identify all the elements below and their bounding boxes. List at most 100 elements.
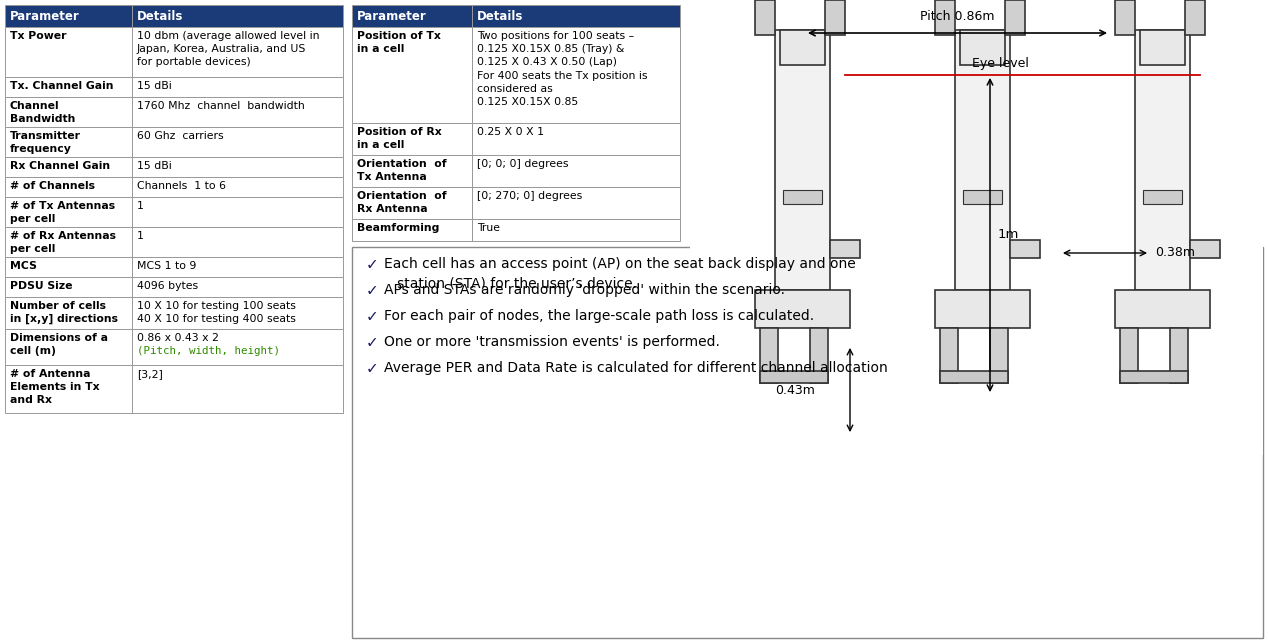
Bar — [353, 27, 472, 123]
Bar — [5, 77, 132, 97]
Text: [3,2]: [3,2] — [137, 369, 162, 379]
Text: MCS 1 to 9: MCS 1 to 9 — [137, 261, 197, 271]
Text: 0.86 x 0.43 x 2: 0.86 x 0.43 x 2 — [137, 333, 218, 343]
Text: APs and STAs are randomly 'dropped' within the scenario.: APs and STAs are randomly 'dropped' with… — [384, 283, 785, 297]
Text: Rx Channel Gain: Rx Channel Gain — [10, 161, 110, 171]
Text: # of Antenna
Elements in Tx
and Rx: # of Antenna Elements in Tx and Rx — [10, 369, 100, 405]
Text: 10 X 10 for testing 100 seats
40 X 10 for testing 400 seats: 10 X 10 for testing 100 seats 40 X 10 fo… — [137, 301, 295, 324]
Text: Channel
Bandwidth: Channel Bandwidth — [10, 101, 75, 124]
FancyBboxPatch shape — [831, 240, 860, 258]
Bar — [353, 5, 472, 27]
Bar — [132, 5, 344, 27]
Text: # of Tx Antennas
per cell: # of Tx Antennas per cell — [10, 201, 115, 224]
Text: 0.43m: 0.43m — [775, 383, 815, 397]
Bar — [1120, 328, 1137, 383]
Bar — [353, 155, 472, 187]
Bar — [1186, 0, 1205, 35]
Bar — [132, 297, 344, 329]
Text: Tx. Channel Gain: Tx. Channel Gain — [10, 81, 114, 91]
Bar — [5, 227, 132, 257]
Bar — [472, 187, 680, 219]
Bar — [132, 97, 344, 127]
Text: 1: 1 — [137, 201, 143, 211]
Bar — [132, 177, 344, 197]
Text: Parameter: Parameter — [10, 10, 80, 23]
FancyBboxPatch shape — [955, 30, 1011, 290]
Text: 0.25 X 0 X 1: 0.25 X 0 X 1 — [477, 127, 544, 137]
Bar — [5, 127, 132, 157]
Bar — [1142, 190, 1182, 204]
Text: 4096 bytes: 4096 bytes — [137, 281, 198, 291]
Text: Average PER and Data Rate is calculated for different channel allocation: Average PER and Data Rate is calculated … — [384, 361, 888, 375]
Bar — [5, 329, 132, 365]
Text: 1m: 1m — [998, 228, 1019, 242]
Bar — [5, 157, 132, 177]
Text: ✓: ✓ — [366, 283, 379, 298]
Text: # of Rx Antennas
per cell: # of Rx Antennas per cell — [10, 231, 115, 254]
Bar — [935, 0, 955, 35]
Bar — [5, 365, 132, 413]
Text: ✓: ✓ — [366, 335, 379, 350]
Bar — [353, 123, 472, 155]
Text: [0; 0; 0] degrees: [0; 0; 0] degrees — [477, 159, 568, 169]
Text: Channels  1 to 6: Channels 1 to 6 — [137, 181, 226, 191]
Bar — [132, 329, 344, 365]
Bar — [810, 328, 828, 383]
FancyBboxPatch shape — [1135, 30, 1189, 290]
FancyBboxPatch shape — [754, 290, 850, 328]
Text: (Pitch, width, height): (Pitch, width, height) — [137, 346, 280, 356]
Text: Position of Tx
in a cell: Position of Tx in a cell — [358, 31, 441, 54]
Bar — [990, 328, 1008, 383]
Bar — [5, 257, 132, 277]
Bar — [132, 77, 344, 97]
Bar — [132, 227, 344, 257]
FancyBboxPatch shape — [780, 30, 825, 65]
Bar — [132, 365, 344, 413]
Bar — [5, 97, 132, 127]
Text: ✓: ✓ — [366, 309, 379, 324]
FancyBboxPatch shape — [1189, 240, 1220, 258]
Text: Dimensions of a
cell (m): Dimensions of a cell (m) — [10, 333, 108, 356]
Bar — [132, 257, 344, 277]
Text: [0; 270; 0] degrees: [0; 270; 0] degrees — [477, 191, 582, 201]
Bar — [353, 247, 1263, 638]
Text: 15 dBi: 15 dBi — [137, 81, 171, 91]
Bar — [1006, 0, 1025, 35]
FancyBboxPatch shape — [1140, 30, 1186, 65]
Bar — [472, 219, 680, 241]
Bar — [132, 127, 344, 157]
Text: Number of cells
in [x,y] directions: Number of cells in [x,y] directions — [10, 301, 118, 325]
Bar — [132, 27, 344, 77]
FancyBboxPatch shape — [1011, 240, 1040, 258]
Bar — [760, 328, 779, 383]
Text: ✓: ✓ — [366, 257, 379, 272]
Text: Eye level: Eye level — [971, 57, 1028, 70]
Text: 10 dbm (average allowed level in
Japan, Korea, Australia, and US
for portable de: 10 dbm (average allowed level in Japan, … — [137, 31, 320, 68]
Bar — [1115, 0, 1135, 35]
Bar — [5, 277, 132, 297]
Bar — [825, 0, 844, 35]
Text: Each cell has an access point (AP) on the seat back display and one
   station (: Each cell has an access point (AP) on th… — [384, 257, 856, 291]
Text: Parameter: Parameter — [358, 10, 427, 23]
Bar — [5, 177, 132, 197]
Bar — [962, 190, 1002, 204]
Bar — [5, 27, 132, 77]
Bar — [472, 5, 680, 27]
Bar — [5, 197, 132, 227]
Bar — [760, 371, 828, 383]
Text: Position of Rx
in a cell: Position of Rx in a cell — [358, 127, 441, 150]
Bar — [1120, 371, 1188, 383]
Bar — [690, 5, 1263, 455]
Bar — [132, 157, 344, 177]
Bar — [132, 197, 344, 227]
Text: Transmitter
frequency: Transmitter frequency — [10, 131, 81, 154]
Bar — [5, 297, 132, 329]
Bar — [353, 219, 472, 241]
Text: Details: Details — [477, 10, 524, 23]
Bar — [353, 187, 472, 219]
Bar — [132, 277, 344, 297]
Text: 0.38m: 0.38m — [1155, 246, 1194, 260]
Text: # of Channels: # of Channels — [10, 181, 95, 191]
Bar — [5, 5, 132, 27]
Bar — [940, 328, 959, 383]
